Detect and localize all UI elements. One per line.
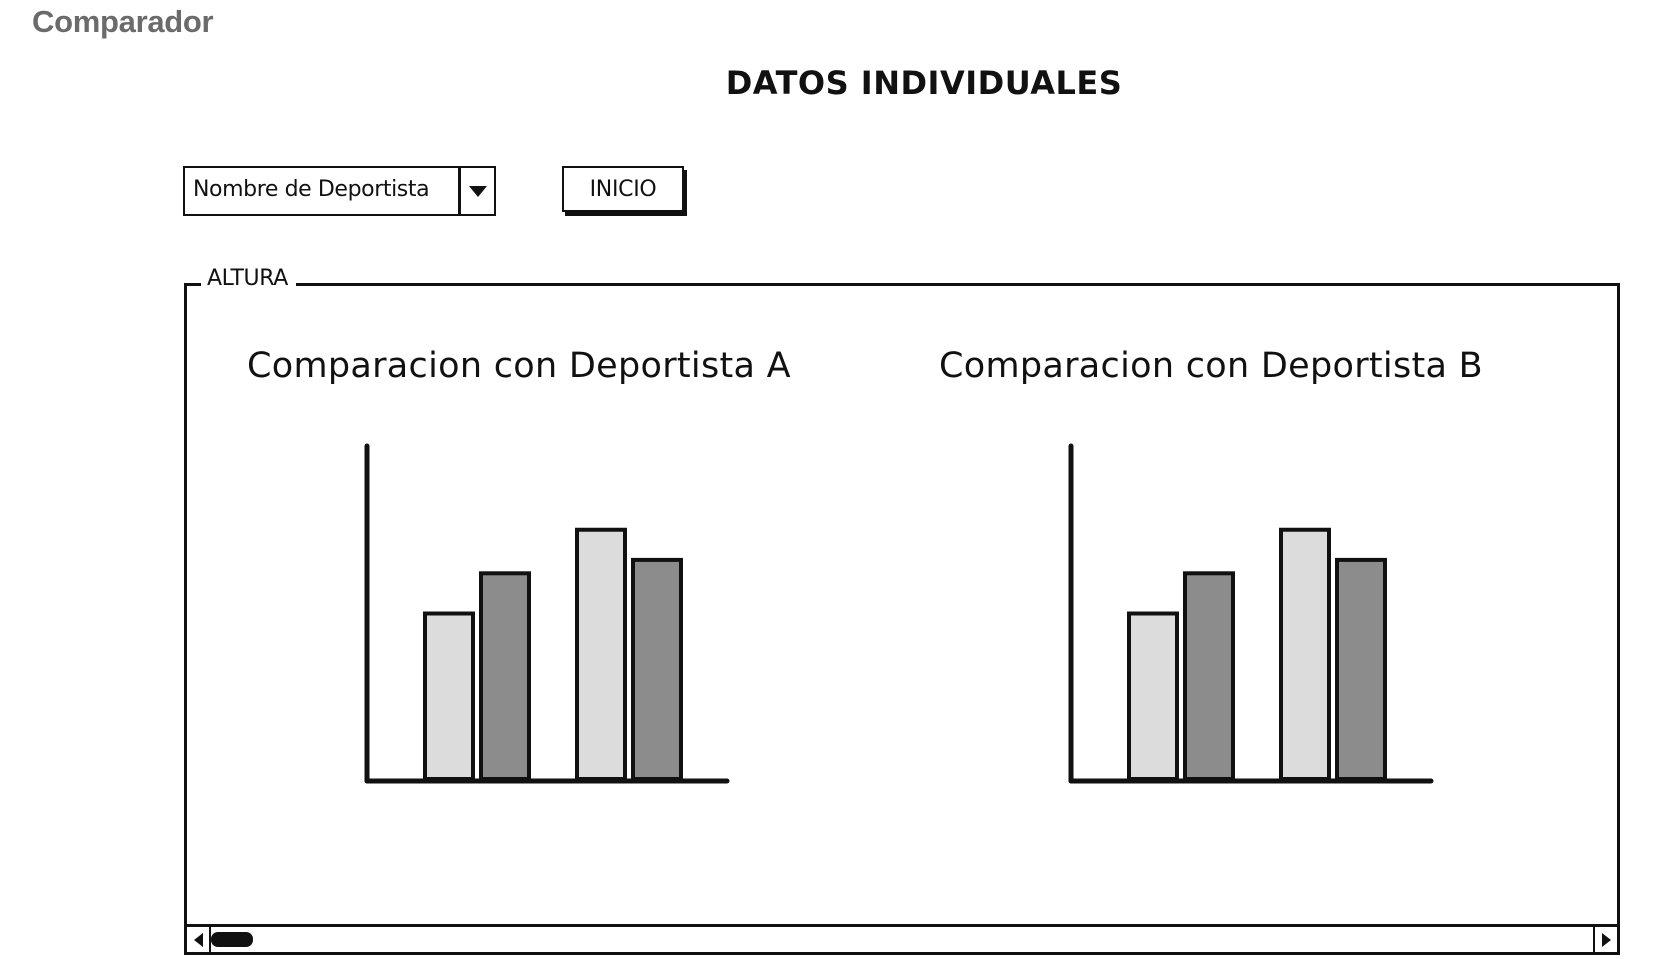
chart-a	[364, 443, 730, 784]
scroll-thumb[interactable]	[211, 932, 253, 947]
bar-a-group1-series2	[479, 571, 531, 781]
group-legend: ALTURA	[201, 266, 296, 291]
app-title: Comparador	[32, 4, 214, 39]
dropdown-arrow-button[interactable]	[458, 168, 494, 214]
chart-title-a: Comparacion con Deportista A	[247, 346, 791, 386]
chart-b	[1068, 443, 1434, 784]
horizontal-scrollbar[interactable]	[187, 924, 1617, 952]
start-button[interactable]: INICIO	[562, 166, 684, 212]
athlete-select[interactable]: Nombre de Deportista	[183, 166, 496, 216]
bar-a-group2-series1	[575, 527, 627, 781]
bar-a-group2-series2	[631, 557, 683, 782]
bar-a-group1-series1	[423, 611, 475, 781]
bar-b-group2-series2	[1335, 557, 1387, 782]
bar-b-group1-series2	[1183, 571, 1235, 781]
chevron-down-icon	[468, 185, 487, 197]
scroll-left-button[interactable]	[187, 927, 211, 952]
arrow-left-icon	[193, 932, 203, 947]
arrow-right-icon	[1601, 932, 1611, 947]
page-title: DATOS INDIVIDUALES	[725, 64, 1123, 102]
bar-b-group2-series1	[1279, 527, 1331, 781]
scroll-right-button[interactable]	[1593, 927, 1617, 952]
bar-b-group1-series1	[1127, 611, 1179, 781]
altura-group: ALTURA Comparacion con Deportista A Comp…	[184, 266, 1620, 955]
chart-title-b: Comparacion con Deportista B	[939, 346, 1483, 386]
athlete-select-value: Nombre de Deportista	[193, 177, 430, 202]
